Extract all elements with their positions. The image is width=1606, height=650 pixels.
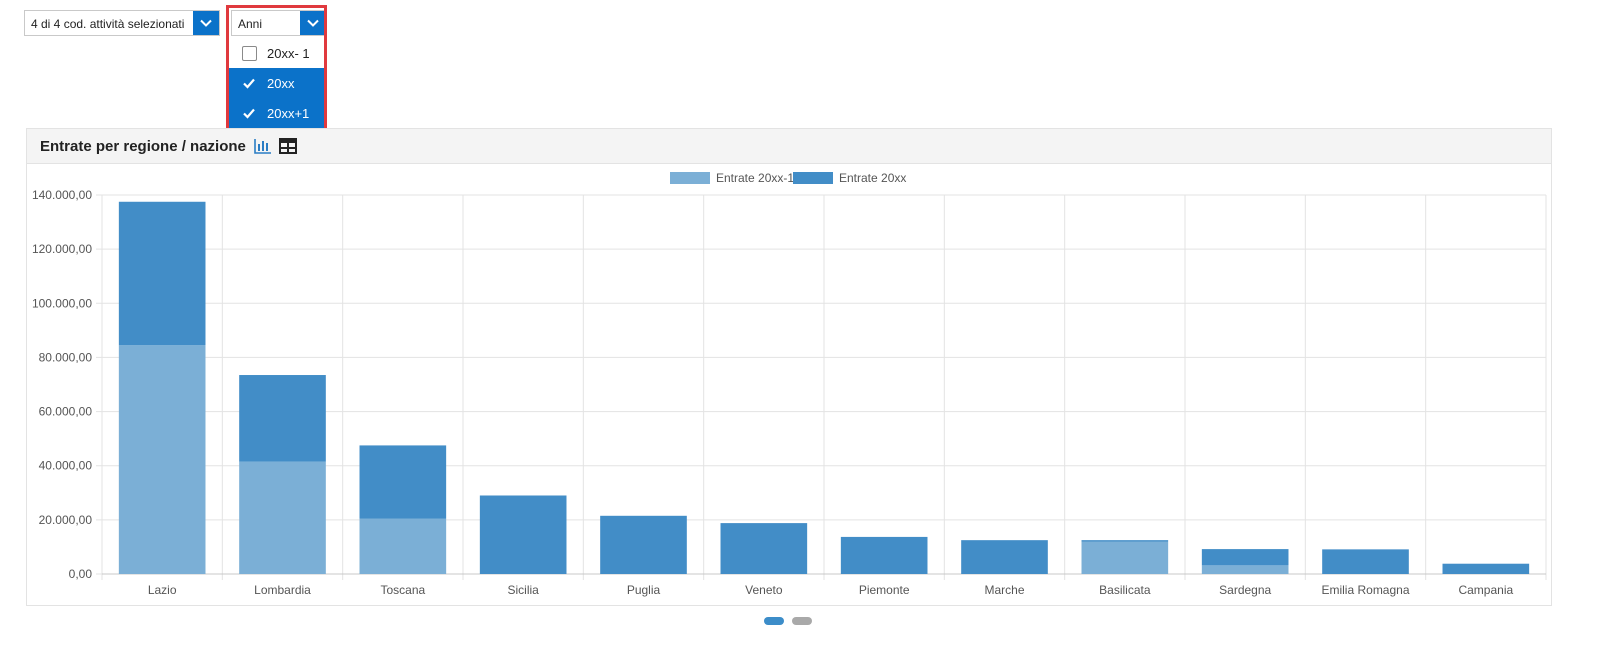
x-tick-label: Puglia <box>627 583 661 597</box>
panel-title: Entrate per regione / nazione <box>40 138 246 155</box>
bar-prev-year <box>1201 565 1289 574</box>
pager-dot-active[interactable] <box>764 617 784 625</box>
year-dropdown-list: 20xx- 1 20xx 20xx+1 <box>229 38 324 128</box>
x-tick-label: Basilicata <box>1099 583 1151 597</box>
x-tick-label: Sicilia <box>507 583 539 597</box>
y-tick-label: 140.000,00 <box>32 188 92 202</box>
x-tick-label: Veneto <box>745 583 783 597</box>
year-select-value: Anni <box>238 17 263 31</box>
y-tick-label: 0,00 <box>69 567 93 581</box>
bar-current-year <box>1322 549 1409 574</box>
y-tick-label: 20.000,00 <box>39 513 93 527</box>
bar-chart-icon[interactable] <box>254 137 272 155</box>
year-option-next[interactable]: 20xx+1 <box>229 98 324 128</box>
bar-current-year <box>840 536 928 574</box>
checkmark-icon[interactable] <box>242 106 257 121</box>
y-tick-label: 40.000,00 <box>39 459 93 473</box>
x-tick-label: Lombardia <box>254 583 311 597</box>
year-option-prev[interactable]: 20xx- 1 <box>229 38 324 68</box>
year-option-current[interactable]: 20xx <box>229 68 324 98</box>
checkmark-icon[interactable] <box>242 76 257 91</box>
bar-prev-year <box>239 461 326 574</box>
activity-code-select-value: 4 di 4 cod. attività selezionati <box>31 17 185 31</box>
year-option-label: 20xx- 1 <box>267 46 310 61</box>
bar-current-year <box>118 201 206 346</box>
bar-current-year <box>239 375 326 462</box>
bar-prev-year <box>118 345 206 574</box>
x-tick-label: Marche <box>984 583 1024 597</box>
x-tick-label: Piemonte <box>859 583 910 597</box>
legend-label: Entrate 20xx-1 <box>716 171 794 185</box>
year-option-label: 20xx+1 <box>267 106 310 121</box>
legend-label: Entrate 20xx <box>839 171 906 185</box>
y-tick-label: 120.000,00 <box>32 242 92 256</box>
bar-current-year <box>1081 540 1169 542</box>
year-option-label: 20xx <box>267 76 295 91</box>
pager-dot[interactable] <box>792 617 812 625</box>
bar-current-year <box>479 495 567 574</box>
checkbox-icon[interactable] <box>242 46 257 61</box>
x-tick-label: Campania <box>1458 583 1513 597</box>
x-tick-label: Toscana <box>380 583 425 597</box>
x-tick-label: Sardegna <box>1219 583 1271 597</box>
bar-current-year <box>359 445 447 519</box>
panel-header: Entrate per regione / nazione <box>27 129 1551 164</box>
y-tick-label: 80.000,00 <box>39 350 93 364</box>
y-tick-label: 100.000,00 <box>32 296 92 310</box>
chevron-down-icon[interactable] <box>300 11 326 35</box>
legend-swatch <box>670 172 710 184</box>
bar-current-year <box>1442 563 1530 574</box>
legend-swatch <box>793 172 833 184</box>
bar-current-year <box>961 540 1048 574</box>
x-tick-label: Lazio <box>148 583 177 597</box>
bar-current-year <box>600 515 687 574</box>
chevron-down-icon[interactable] <box>193 11 219 35</box>
bar-prev-year <box>359 518 447 574</box>
bar-prev-year <box>1081 541 1169 574</box>
bar-current-year <box>720 523 808 574</box>
y-tick-label: 60.000,00 <box>39 405 93 419</box>
activity-code-select[interactable]: 4 di 4 cod. attività selezionati <box>24 10 220 36</box>
bar-current-year <box>1201 549 1289 566</box>
x-tick-label: Emilia Romagna <box>1321 583 1409 597</box>
table-icon[interactable] <box>279 137 297 155</box>
